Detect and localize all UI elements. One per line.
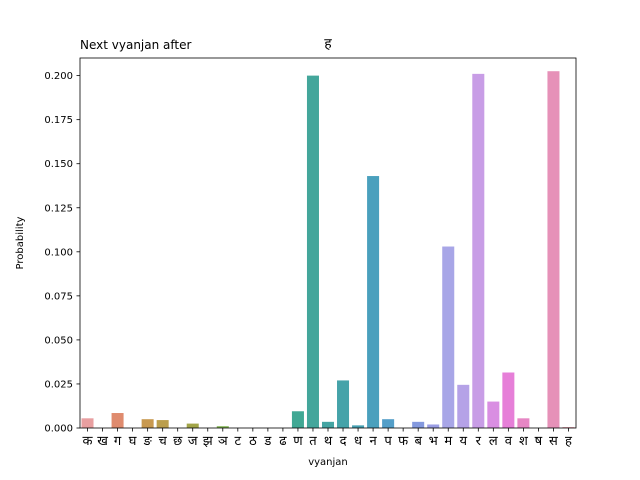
y-tick-label: 0.125 (44, 203, 73, 214)
x-tick-label: ढ (279, 434, 287, 449)
x-tick-label: म (444, 434, 452, 449)
x-tick-label: ह (565, 434, 573, 449)
bar-31 (547, 71, 560, 429)
y-tick-label: 0.100 (44, 247, 73, 258)
bar-4 (141, 419, 154, 428)
bar-14 (291, 411, 304, 428)
x-tick-label: थ (324, 434, 333, 449)
y-axis-ticks: 0.000 0.025 0.050 0.075 0.100 0.125 0.150 0.175… (44, 71, 80, 435)
bar-5 (156, 420, 169, 428)
bar-9 (216, 426, 229, 428)
bar-20 (382, 419, 395, 428)
x-tick-label: छ (173, 434, 183, 449)
x-tick-label: ण (293, 434, 303, 449)
x-tick-label: ड (263, 434, 272, 449)
plot-frame (79, 57, 577, 429)
x-tick-label: ख (97, 434, 108, 449)
bar-22 (412, 421, 425, 428)
x-tick-label: य (459, 434, 467, 449)
y-tick-label: 0.150 (44, 159, 73, 170)
bar-2 (111, 413, 124, 428)
y-tick-label: 0.200 (44, 71, 73, 82)
x-tick-label: क (83, 434, 94, 449)
chart-title: Next vyanjan after (80, 38, 191, 52)
bar-16 (321, 421, 335, 428)
x-tick-label: च (159, 434, 168, 449)
x-tick-label: ल (489, 434, 498, 449)
x-tick-label: ठ (249, 434, 257, 449)
x-axis-label: vyanjan (308, 457, 348, 468)
x-tick-label: झ (203, 434, 214, 449)
x-tick-label: ज (188, 434, 198, 449)
chart-title-char: ह (324, 36, 332, 52)
y-tick-label: 0.000 (44, 424, 73, 435)
x-tick-label: ञ (218, 434, 228, 449)
x-tick-label: फ (398, 434, 409, 449)
bar-28 (502, 372, 515, 428)
x-tick-label: ग (114, 434, 122, 449)
bar-32 (562, 427, 575, 428)
bar-25 (457, 384, 470, 428)
x-tick-label: श (519, 434, 529, 449)
x-tick-label: घ (129, 434, 137, 449)
x-tick-label: ङ (142, 434, 152, 449)
x-tick-label: त (309, 434, 317, 449)
bar-23 (427, 424, 440, 428)
x-tick-label: द (340, 434, 348, 449)
x-tick-label: प (384, 434, 392, 449)
bar-27 (487, 401, 500, 428)
bar-26 (472, 73, 485, 429)
bars-group (81, 71, 575, 429)
x-tick-label: ब (414, 434, 422, 449)
x-tick-label: न (369, 434, 377, 449)
x-tick-label: ध (354, 434, 363, 449)
x-tick-label: व (505, 434, 513, 449)
x-tick-label: भ (429, 434, 439, 449)
x-tick-label: स (549, 434, 558, 449)
x-tick-label: र (476, 434, 482, 449)
bar-29 (517, 418, 530, 428)
bar-15 (306, 75, 319, 429)
bar-18 (352, 425, 365, 428)
y-tick-label: 0.175 (44, 115, 73, 126)
x-tick-label: ष (535, 434, 543, 449)
y-tick-label: 0.050 (44, 335, 73, 346)
y-tick-label: 0.025 (44, 379, 73, 390)
y-axis-label: Probability (15, 216, 26, 269)
bar-17 (337, 380, 350, 428)
bar-19 (367, 176, 380, 428)
bar-24 (442, 246, 455, 428)
bar-0 (81, 418, 94, 428)
x-tick-label: ट (235, 434, 242, 449)
y-tick-label: 0.075 (44, 291, 73, 302)
bar-7 (186, 423, 199, 428)
